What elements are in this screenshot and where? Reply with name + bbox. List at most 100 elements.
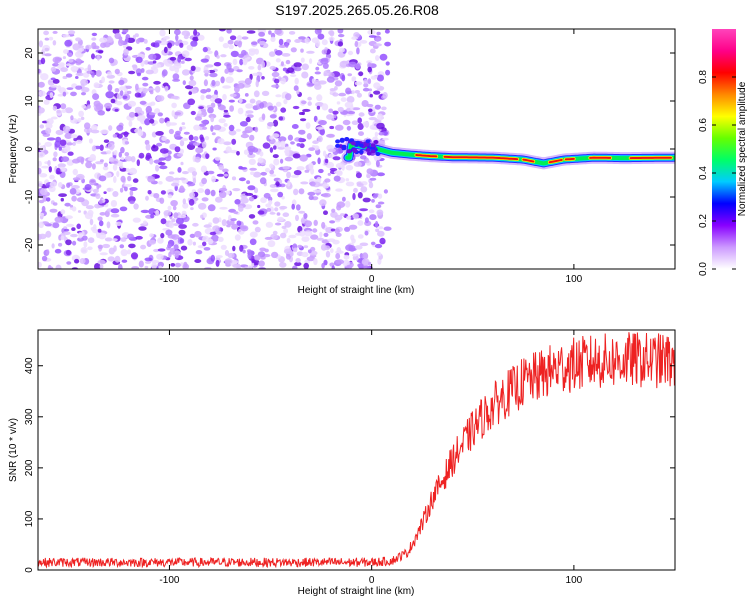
noise-blob <box>323 210 328 215</box>
noise-blob <box>362 252 369 260</box>
noise-blob <box>241 36 249 40</box>
noise-blob <box>368 117 377 121</box>
noise-blob <box>105 91 114 99</box>
noise-blob <box>104 102 113 109</box>
noise-blob <box>72 43 81 51</box>
noise-blob <box>354 81 363 86</box>
noise-blob <box>240 225 249 232</box>
noise-blob <box>334 228 340 235</box>
noise-blob <box>377 201 385 205</box>
noise-blob <box>59 139 67 146</box>
noise-blob <box>274 222 282 226</box>
noise-blob <box>38 107 45 114</box>
noise-blob <box>248 49 256 56</box>
noise-blob <box>113 176 117 183</box>
noise-blob <box>180 60 185 64</box>
noise-blob <box>200 108 207 112</box>
onset-blob <box>352 149 358 154</box>
noise-blob <box>39 188 48 196</box>
noise-blob <box>312 140 319 145</box>
noise-blob <box>171 95 179 100</box>
onset-blob <box>346 149 352 154</box>
noise-blob <box>125 85 132 90</box>
noise-blob <box>267 122 275 127</box>
noise-blob <box>104 172 112 178</box>
noise-blob <box>269 169 275 175</box>
onset-blob <box>366 151 372 156</box>
noise-blob <box>194 259 202 263</box>
noise-blob <box>384 41 391 47</box>
noise-blob <box>211 234 219 242</box>
noise-blob <box>38 81 45 88</box>
noise-blob <box>337 41 344 47</box>
noise-blob <box>345 178 350 182</box>
noise-blob <box>347 50 354 56</box>
noise-blob <box>97 216 103 222</box>
noise-blob <box>173 244 179 251</box>
noise-blob <box>171 182 180 187</box>
noise-blob <box>285 93 292 101</box>
noise-blob <box>110 98 116 104</box>
noise-blob <box>348 224 358 230</box>
noise-blob <box>200 214 204 219</box>
noise-blob <box>313 258 318 266</box>
noise-blob <box>158 157 166 161</box>
noise-blob <box>351 89 355 95</box>
noise-blob <box>329 167 338 172</box>
noise-blob <box>38 68 41 74</box>
noise-blob <box>308 195 314 201</box>
noise-blob <box>275 101 282 107</box>
noise-blob <box>62 91 67 97</box>
noise-blob <box>102 165 109 171</box>
noise-blob <box>266 207 272 212</box>
noise-blob <box>74 258 80 264</box>
noise-blob <box>120 156 125 161</box>
noise-blob <box>199 134 204 141</box>
noise-blob <box>379 53 388 61</box>
noise-blob <box>293 62 302 68</box>
noise-blob <box>257 64 262 71</box>
noise-blob <box>316 105 321 110</box>
noise-blob <box>127 100 137 107</box>
noise-blob <box>72 177 81 181</box>
noise-blob <box>210 116 215 123</box>
noise-blob <box>259 247 267 252</box>
noise-blob <box>91 42 97 50</box>
noise-blob <box>250 262 255 267</box>
noise-blob <box>188 79 197 87</box>
noise-blob <box>70 115 74 121</box>
noise-blob <box>325 250 331 258</box>
noise-blob <box>54 140 61 148</box>
onset-blob <box>370 143 376 148</box>
noise-blob <box>332 239 340 245</box>
noise-blob <box>357 192 363 199</box>
noise-blob <box>110 200 118 207</box>
noise-blob <box>376 209 384 216</box>
noise-blob <box>190 40 198 47</box>
onset-blob <box>335 143 341 148</box>
noise-blob <box>219 206 228 210</box>
noise-blob <box>274 201 281 207</box>
noise-blob <box>52 30 58 34</box>
noise-blob <box>217 138 225 145</box>
noise-blob <box>326 133 335 138</box>
noise-blob <box>194 116 202 121</box>
noise-blob <box>300 57 305 63</box>
noise-blob <box>378 131 385 136</box>
noise-blob <box>325 227 334 234</box>
noise-blob <box>356 92 362 98</box>
noise-blob <box>228 124 235 132</box>
noise-blob <box>283 99 288 105</box>
noise-blob <box>313 79 321 87</box>
noise-blob <box>259 177 267 185</box>
noise-blob <box>336 201 346 208</box>
noise-blob <box>381 106 387 111</box>
noise-blob <box>341 60 349 64</box>
noise-blob <box>99 264 104 269</box>
noise-blob <box>133 203 139 210</box>
noise-blob <box>359 208 368 212</box>
noise-blob <box>81 231 85 236</box>
noise-blob <box>64 132 73 139</box>
noise-blob <box>288 31 296 35</box>
